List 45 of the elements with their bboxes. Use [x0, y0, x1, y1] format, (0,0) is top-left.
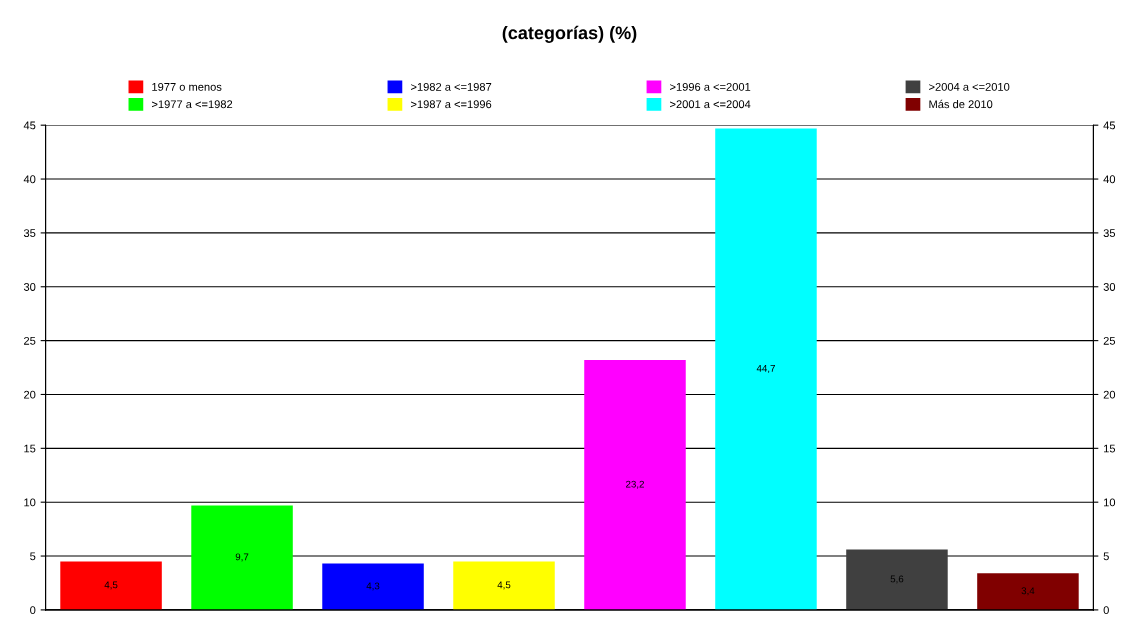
- y-tick-label: 45: [23, 121, 36, 130]
- y-tick-label: 40: [23, 175, 36, 184]
- bar: [453, 561, 555, 610]
- data-label: 23,2: [626, 480, 644, 489]
- y2-tick-label: 30: [1103, 283, 1116, 291]
- chart-title: (categorías) (%): [502, 25, 637, 43]
- bar: [191, 505, 293, 610]
- data-label: 3,4: [1021, 587, 1035, 596]
- y2-tick-label: 25: [1103, 336, 1116, 345]
- y2-tick-label: 15: [1104, 444, 1116, 453]
- y2-tick-label: 35: [1103, 229, 1116, 238]
- y-tick-label: 35: [23, 229, 36, 238]
- data-label: 4,5: [104, 581, 118, 590]
- y-tick-label: 0: [30, 606, 36, 615]
- y-tick-label: 25: [24, 336, 36, 345]
- bar: [60, 561, 162, 610]
- y2-tick-label: 10: [1104, 498, 1116, 507]
- y-tick-label: 15: [24, 444, 36, 453]
- y-tick-label: 20: [24, 390, 36, 399]
- legend-label: 1977 o menos: [152, 82, 222, 91]
- bar: [715, 128, 817, 610]
- legend-label: >2004 a <=2010: [929, 82, 1010, 91]
- y2-tick-label: 20: [1103, 390, 1116, 399]
- y2-tick-label: 40: [1103, 175, 1116, 184]
- data-label: 9,7: [235, 553, 249, 562]
- bar: [977, 573, 1079, 610]
- legend-label: >1982 a <=1987: [411, 82, 492, 91]
- legend-label: >1987 a <=1996: [411, 100, 492, 109]
- y2-tick-label: 0: [1103, 606, 1109, 615]
- y-tick-label: 10: [24, 498, 36, 507]
- legend-label: >1996 a <=2001: [670, 82, 751, 91]
- data-label: 5,6: [890, 575, 904, 584]
- y-tick-label: 30: [23, 283, 36, 291]
- data-label: 4,3: [366, 582, 380, 591]
- legend-label: Más de 2010: [929, 99, 993, 109]
- y-tick-label: 5: [30, 552, 36, 561]
- legend-label: >1977 a <=1982: [151, 100, 233, 109]
- bar: [846, 549, 948, 610]
- data-label: 4,5: [497, 581, 511, 590]
- y2-tick-label: 5: [1103, 552, 1109, 561]
- data-label: 44,7: [756, 364, 775, 373]
- legend-label: >2001 a <=2004: [670, 100, 751, 109]
- bar: [322, 563, 424, 610]
- y2-tick-label: 45: [1103, 121, 1116, 130]
- bar: [584, 360, 686, 610]
